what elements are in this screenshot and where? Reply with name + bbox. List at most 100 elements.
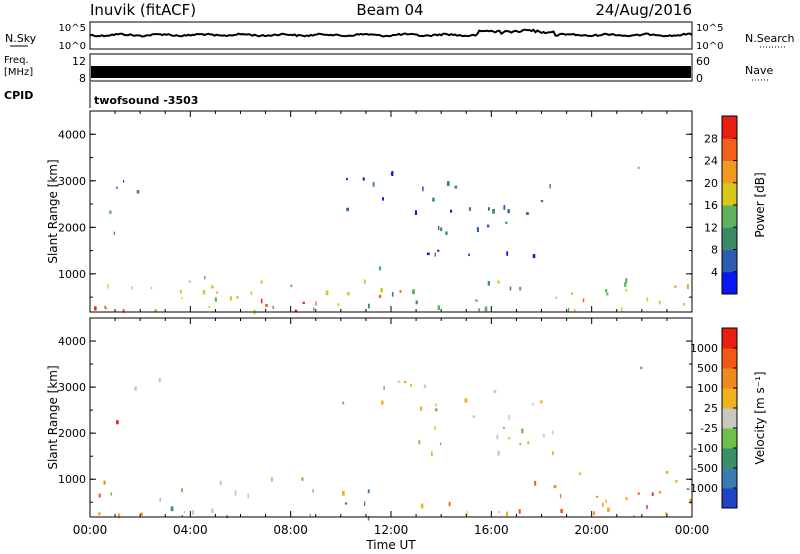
range-gate-cell [605, 289, 608, 293]
range-gate-cell [211, 508, 214, 513]
range-gate-cell [553, 485, 557, 489]
y-axis-label: Slant Range [km] [46, 159, 60, 263]
x-tick-label: 16:00 [474, 523, 509, 537]
range-gate-cell [382, 197, 384, 201]
nave-tick-top: 60 [696, 55, 710, 68]
range-gate-cell [519, 442, 522, 446]
range-gate-cell [294, 309, 298, 312]
y-tick-label: 2000 [58, 221, 86, 234]
range-gate-cell [378, 266, 382, 271]
range-gate-cell [134, 386, 137, 391]
range-gate-cell [487, 281, 490, 286]
range-gate-cell [208, 305, 210, 308]
nsky-tick-bottom-right: 10^0 [696, 41, 723, 52]
colorbar-tick-label: 24 [704, 155, 718, 168]
range-gate-cell [104, 307, 108, 310]
range-gate-cell [183, 511, 186, 514]
range-gate-cell [346, 177, 348, 181]
y-tick-label: 1000 [58, 473, 86, 486]
range-gate-cell [542, 434, 545, 438]
range-gate-cell [646, 297, 649, 302]
range-gate-cell [342, 491, 345, 496]
range-gate-cell [180, 290, 182, 294]
x-tick-label: 00:00 [73, 523, 108, 537]
colorbar-tick-label: 16 [704, 199, 718, 212]
colorbar-tick-label: 4 [711, 266, 718, 279]
range-gate-cell [508, 437, 511, 440]
range-gate-cell [140, 512, 143, 516]
range-gate-cell [437, 305, 441, 310]
colorbar-tick-label: 25 [704, 402, 718, 415]
range-gate-cell [431, 451, 433, 457]
range-gate-cell [497, 280, 500, 284]
colorbar-segment [722, 448, 737, 469]
range-gate-cell [682, 303, 685, 306]
range-gate-cell [605, 499, 607, 503]
colorbar-tick-label: 12 [704, 221, 718, 234]
range-gate-cell [498, 510, 500, 513]
colorbar-tick-label: -100 [693, 442, 718, 455]
freq-label: Freq. [4, 55, 29, 66]
date-title: 24/Aug/2016 [595, 1, 692, 19]
range-gate-cell [272, 305, 275, 310]
range-gate-cell [158, 378, 161, 383]
y-tick-label: 4000 [58, 335, 86, 348]
range-gate-cell [202, 290, 206, 295]
range-gate-cell [640, 366, 643, 370]
range-gate-cell [445, 231, 448, 235]
range-gate-cell [464, 398, 468, 403]
range-gate-cell [181, 297, 183, 300]
range-gate-cell [579, 472, 582, 475]
range-gate-cell [559, 493, 562, 499]
y-tick-label: 3000 [58, 175, 86, 188]
x-tick-label: 20:00 [574, 523, 609, 537]
range-gate-cell [497, 450, 500, 456]
power-panel: 1000 2000 3000 4000 Slant Range [km] [46, 110, 693, 315]
colorbar-tick-label: -25 [700, 422, 718, 435]
x-tick-label: 12:00 [374, 523, 409, 537]
range-gate-cell [508, 414, 511, 420]
range-gate-cell [570, 292, 573, 295]
range-gate-cell [486, 224, 490, 228]
range-gate-cell [505, 511, 508, 517]
range-gate-cell [113, 231, 116, 235]
range-gate-cell [367, 516, 370, 521]
range-gate-cell [315, 301, 317, 306]
range-gate-cell [434, 252, 436, 257]
nsky-trace [89, 28, 693, 38]
range-gate-cell [123, 180, 125, 183]
range-gate-cell [216, 291, 219, 294]
range-gate-cell [391, 291, 394, 297]
range-gate-cell [665, 512, 668, 515]
range-gate-cell [301, 477, 304, 481]
freq-panel [89, 53, 693, 82]
nsky-tick-top-right: 10^5 [696, 23, 723, 34]
beam-title: Beam 04 [356, 1, 423, 19]
range-gate-cell [434, 426, 436, 430]
nsky-tick-top-left: 10^5 [59, 23, 86, 34]
range-gate-cell [344, 502, 348, 505]
range-gate-cell [468, 207, 471, 211]
range-gate-cell [391, 171, 394, 176]
range-gate-cell [159, 497, 161, 502]
range-gate-cell [521, 428, 524, 434]
range-gate-cell [496, 434, 499, 440]
colorbar-label: Velocity [m s⁻¹] [753, 371, 767, 464]
range-gate-cell [214, 297, 217, 302]
y-axis-label: Slant Range [km] [46, 365, 60, 469]
range-gate-cell [624, 282, 627, 287]
velocity-colorbar: 1000 500 100 25 -25 -100 -500 -1000 Velocity [m … [686, 327, 767, 509]
range-gate-cell [415, 300, 418, 305]
range-gate-cell [549, 184, 551, 189]
range-gate-cell [596, 495, 599, 498]
colorbar-segment [722, 348, 737, 369]
colorbar-segment [722, 388, 737, 409]
colorbar-tick-label: -500 [693, 462, 718, 475]
range-gate-cell [439, 442, 442, 446]
range-gate-cell [170, 506, 174, 512]
range-gate-cell [472, 415, 475, 418]
range-gate-cell [484, 306, 488, 312]
range-gate-cell [488, 207, 490, 211]
range-gate-cell [637, 492, 640, 495]
range-gate-cell [347, 292, 350, 296]
